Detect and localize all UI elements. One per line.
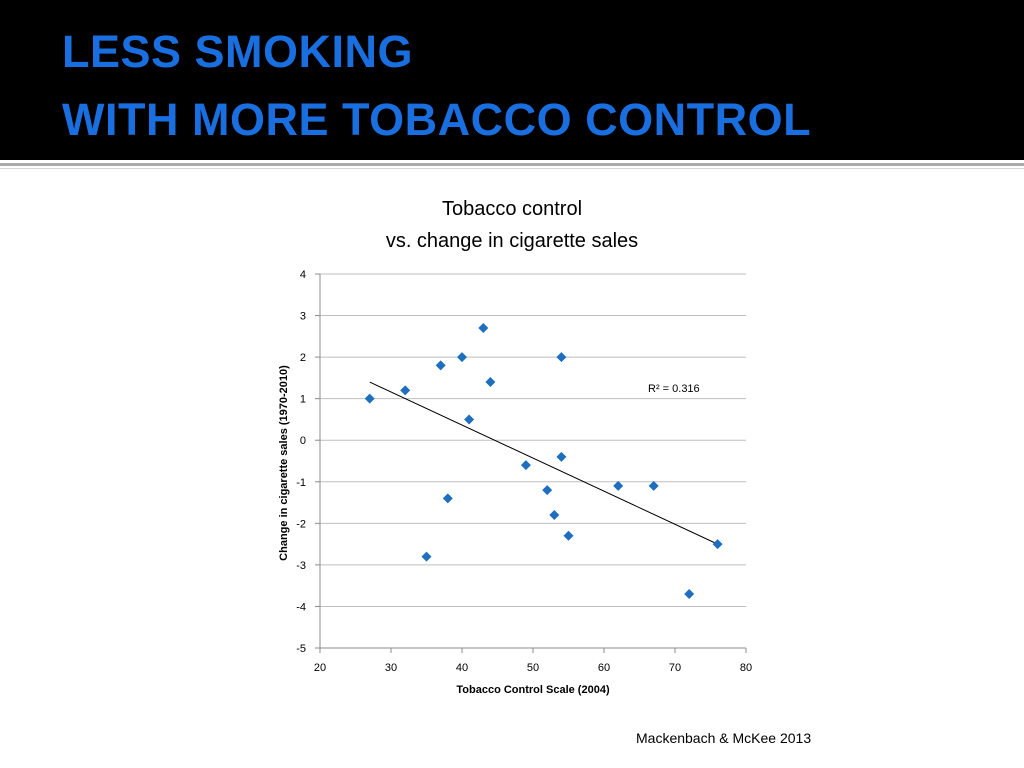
- y-tick-label: -2: [296, 518, 306, 530]
- data-point: [613, 480, 624, 491]
- x-tick-label: 80: [740, 662, 752, 674]
- x-axis-label: Tobacco Control Scale (2004): [456, 684, 610, 696]
- data-point: [435, 360, 446, 371]
- data-point: [648, 480, 659, 491]
- source-citation: Mackenbach & McKee 2013: [636, 730, 812, 746]
- y-tick-label: -1: [296, 477, 306, 489]
- y-tick-label: -5: [296, 643, 306, 655]
- data-point: [563, 530, 574, 541]
- header-divider-thin: [0, 168, 1024, 169]
- y-tick-label: 1: [300, 394, 306, 406]
- chart-title-line1: Tobacco control: [441, 198, 583, 220]
- data-point: [464, 414, 475, 425]
- x-tick-label: 20: [314, 662, 326, 674]
- y-axis-label: Change in cigarette sales (1970-2010): [278, 365, 290, 561]
- data-point: [400, 385, 411, 396]
- data-point: [421, 551, 432, 562]
- chart-title-line2: vs. change in cigarette sales: [385, 230, 639, 252]
- x-tick-label: 30: [385, 662, 397, 674]
- r-squared-annotation: R² = 0.316: [648, 383, 700, 395]
- y-tick-label: 4: [300, 269, 306, 281]
- x-tick-label: 40: [456, 662, 468, 674]
- data-point: [457, 352, 467, 363]
- data-point: [556, 352, 567, 363]
- header-divider: [0, 163, 1024, 166]
- data-point: [478, 323, 489, 334]
- x-tick-label: 60: [598, 662, 610, 674]
- y-tick-label: -4: [296, 601, 306, 613]
- y-tick-label: 2: [300, 352, 306, 364]
- data-point: [364, 393, 375, 404]
- y-tick-label: 0: [300, 435, 306, 447]
- data-point: [549, 510, 560, 521]
- x-tick-label: 50: [527, 662, 539, 674]
- slide-title-line2: WITH MORE TOBACCO CONTROL: [62, 94, 812, 145]
- y-tick-label: 3: [300, 311, 306, 323]
- data-point: [442, 493, 453, 504]
- data-point: [520, 460, 531, 471]
- data-point: [712, 539, 723, 550]
- slide-header: LESS SMOKING WITH MORE TOBACCO CONTROL: [0, 0, 1024, 160]
- data-point: [556, 451, 567, 462]
- data-point: [485, 377, 496, 388]
- trendline: [369, 381, 718, 545]
- data-point: [684, 588, 695, 599]
- data-point: [542, 485, 553, 496]
- y-tick-label: -3: [296, 560, 306, 572]
- slide-title-line1: LESS SMOKING: [62, 26, 414, 77]
- x-tick-label: 70: [669, 662, 681, 674]
